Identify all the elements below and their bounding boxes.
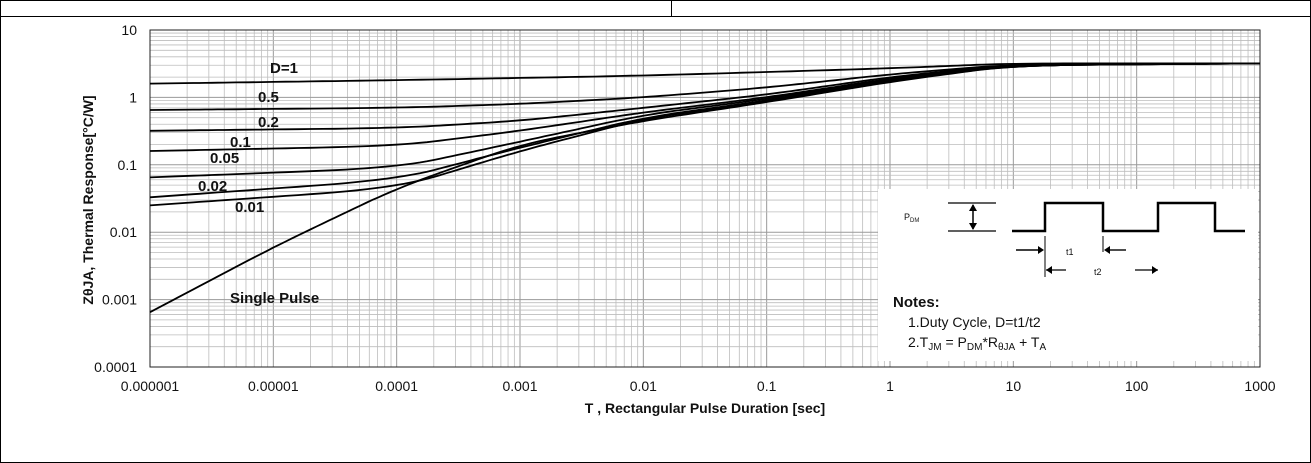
y-tick-label: 0.01	[110, 224, 137, 240]
pdm-label: PDM	[904, 212, 919, 224]
y-tick-label: 0.0001	[94, 359, 137, 375]
label-d05: 0.5	[258, 89, 279, 106]
x-tick-label: 0.000001	[121, 378, 180, 394]
label-d01: 0.1	[230, 134, 251, 151]
y-tick-label: 10	[121, 22, 137, 38]
y-tick-label: 0.1	[118, 157, 138, 173]
t2-label: t2	[1094, 267, 1102, 277]
pulse-waveform	[1012, 201, 1245, 233]
curve-single-pulse	[149, 62, 1261, 313]
x-tick-label: 0.00001	[248, 378, 299, 394]
label-d001: 0.01	[235, 199, 264, 216]
label-d1: D=1	[270, 60, 298, 77]
x-tick-label: 10	[1006, 378, 1022, 394]
note-line-1: 1.Duty Cycle, D=t1/t2	[908, 314, 1041, 330]
t1-label: t1	[1066, 247, 1074, 257]
x-tick-label: 100	[1125, 378, 1149, 394]
label-d002: 0.02	[198, 178, 227, 195]
inset-box	[878, 189, 1258, 361]
notes-title: Notes:	[893, 294, 940, 311]
curve-d-1	[149, 62, 1260, 85]
x-tick-label: 0.1	[757, 378, 777, 394]
label-single-pulse: Single Pulse	[230, 290, 319, 307]
top-divider	[671, 0, 672, 16]
label-d005: 0.05	[210, 150, 239, 167]
plot-area-border	[149, 29, 1261, 368]
y-tick-labels: 0.0001 0.001 0.01 0.1 1 10	[94, 22, 137, 375]
pulse-diagram: PDM t1 t2	[904, 201, 1245, 277]
y-tick-label: 0.001	[102, 292, 137, 308]
curve-0-5	[149, 62, 1261, 111]
curves	[149, 62, 1261, 313]
x-tick-label: 1000	[1244, 378, 1275, 394]
curve-0-01	[149, 62, 1261, 207]
x-tick-label: 1	[886, 378, 894, 394]
x-axis-title: T , Rectangular Pulse Duration [sec]	[585, 400, 825, 416]
x-tick-label: 0.0001	[375, 378, 418, 394]
top-rule	[0, 16, 1311, 17]
x-tick-label: 0.01	[630, 378, 657, 394]
x-tick-label: 0.001	[502, 378, 537, 394]
curve-0-02	[149, 62, 1261, 199]
note-line-2: 2.TJM = PDM*RθJA + TA	[908, 334, 1047, 353]
y-axis-title: ZθJA, Thermal Response[°C/W]	[80, 95, 96, 304]
label-d02: 0.2	[258, 114, 279, 131]
y-tick-label: 1	[129, 89, 137, 105]
x-tick-labels: 0.000001 0.00001 0.0001 0.001 0.01 0.1 1 10 100 1…	[121, 378, 1276, 394]
